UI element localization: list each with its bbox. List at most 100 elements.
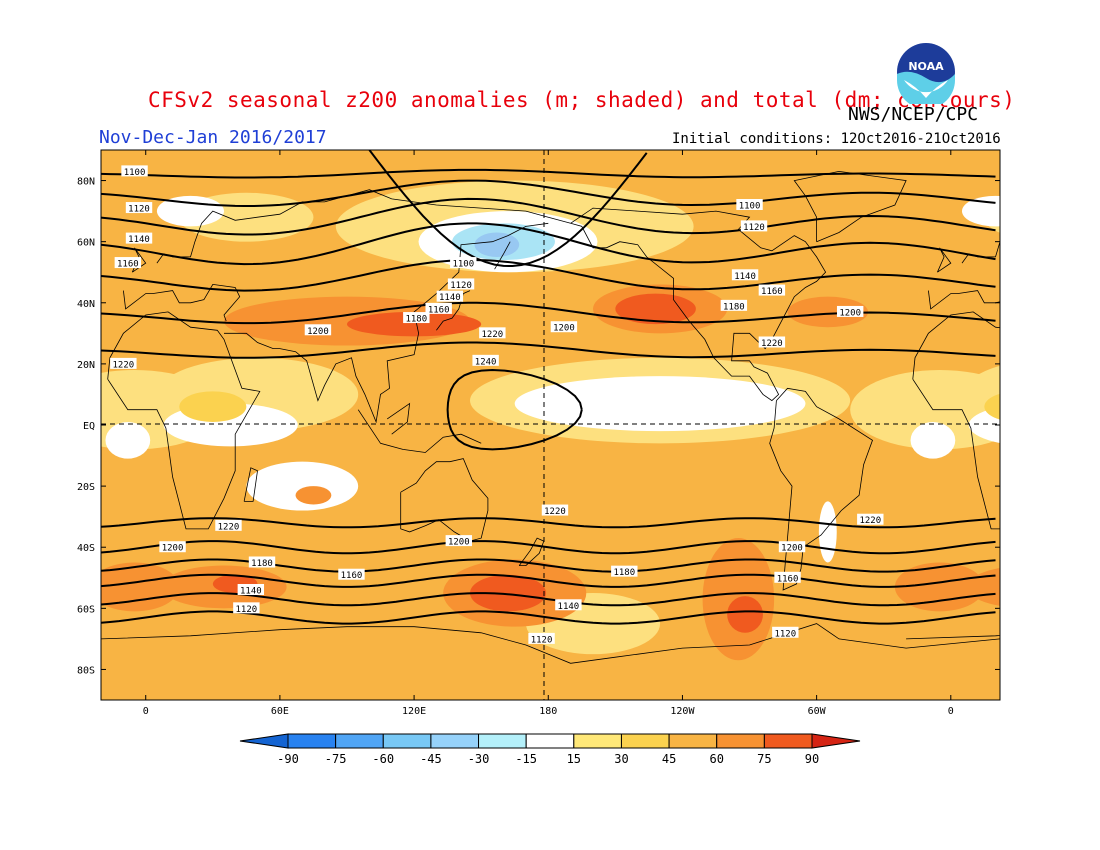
lon-tick-label: 120W xyxy=(670,706,695,717)
coastline xyxy=(436,290,471,331)
longitude-ticks: 0 60E 120E 180 120W 60W 0 xyxy=(143,150,954,717)
colorbar-box xyxy=(573,733,622,749)
colorbar-label: 45 xyxy=(662,752,676,766)
contour-label: 1120 xyxy=(125,202,153,215)
logo-text: NOAA xyxy=(908,60,944,73)
contour-label: 1200 xyxy=(550,321,578,334)
contour-label: 1140 xyxy=(436,290,464,303)
svg-text:1180: 1180 xyxy=(405,315,427,325)
contour-label: 1120 xyxy=(233,602,260,615)
svg-text:1140: 1140 xyxy=(439,293,461,303)
coastline xyxy=(107,311,261,530)
lon-tick-label: 60W xyxy=(808,706,827,717)
contour-line xyxy=(101,341,996,359)
lon-tick-label: 60E xyxy=(271,706,289,717)
coastline xyxy=(123,283,241,322)
svg-text:1200: 1200 xyxy=(553,324,575,334)
colorbar-label: -75 xyxy=(325,752,347,766)
anomaly-region xyxy=(910,421,956,459)
contour-label: 1200 xyxy=(778,541,806,554)
contour-label: 1100 xyxy=(121,165,148,178)
colorbar-extend-low xyxy=(239,733,289,749)
colorbar-box xyxy=(620,733,670,749)
anomaly-region xyxy=(961,195,1000,227)
noaa-logo: NOAA xyxy=(895,41,957,104)
contour-label: 1200 xyxy=(159,541,186,554)
svg-text:1120: 1120 xyxy=(531,635,553,645)
anomaly-region xyxy=(514,376,806,432)
contour-labels: 1100 1120 1140 1160 1220 1100 1120 1140 1160 1180… xyxy=(110,165,884,645)
svg-text:1140: 1140 xyxy=(734,272,756,282)
contour-line xyxy=(101,573,996,588)
colorbar-box xyxy=(430,733,480,749)
coastline xyxy=(101,623,1000,664)
anomaly-region xyxy=(850,370,1000,450)
colorbar-box xyxy=(716,733,765,749)
contour-label: 1120 xyxy=(447,278,475,291)
coastline xyxy=(570,207,827,402)
contour-line xyxy=(101,258,996,292)
colorbar-box xyxy=(525,733,575,749)
svg-text:1160: 1160 xyxy=(761,287,783,297)
lon-tick-label: 0 xyxy=(143,706,149,717)
contour-label: 1240 xyxy=(472,354,499,367)
svg-text:1160: 1160 xyxy=(117,260,139,270)
colorbar-label: 90 xyxy=(805,752,819,766)
contour-label: 1140 xyxy=(237,584,265,597)
svg-text:1100: 1100 xyxy=(124,168,146,178)
anomaly-region xyxy=(101,562,180,612)
lon-tick-label: 0 xyxy=(948,706,954,717)
map-title: CFSv2 seasonal z200 anomalies (m; shaded… xyxy=(148,88,1016,112)
anomaly-region xyxy=(787,296,869,328)
svg-text:1140: 1140 xyxy=(240,587,262,597)
anomaly-region xyxy=(984,201,1000,233)
svg-text:1100: 1100 xyxy=(739,202,761,212)
anomaly-region xyxy=(615,293,696,325)
colorbar-box xyxy=(763,733,813,749)
svg-text:1240: 1240 xyxy=(475,357,497,367)
colorbar-label: -90 xyxy=(277,752,299,766)
colorbar-label: 15 xyxy=(567,752,581,766)
contour-line xyxy=(101,610,996,625)
contour-line xyxy=(101,179,996,207)
svg-text:1200: 1200 xyxy=(307,327,329,337)
svg-text:1120: 1120 xyxy=(236,605,258,615)
anomaly-region xyxy=(105,421,151,459)
anomaly-region xyxy=(295,486,332,505)
lat-tick-label: 20S xyxy=(77,482,95,493)
lon-tick-label: 120E xyxy=(402,706,426,717)
colorbar-label: -30 xyxy=(468,752,490,766)
contour-label: 1120 xyxy=(528,632,555,645)
svg-text:1220: 1220 xyxy=(482,330,504,340)
colorbar-extend-high xyxy=(811,733,861,749)
contour-label: 1100 xyxy=(736,199,763,212)
colorbar-box xyxy=(335,733,384,749)
contour-line xyxy=(101,517,996,529)
contour-line xyxy=(101,222,996,266)
colorbar-label: 75 xyxy=(757,752,771,766)
anomaly-region xyxy=(966,568,1000,606)
lat-tick-label: EQ xyxy=(83,421,95,432)
coastline xyxy=(961,240,1000,264)
contour-label: 1220 xyxy=(479,327,506,340)
contour-label: 1220 xyxy=(857,513,884,526)
lon-tick-label: 180 xyxy=(539,706,557,717)
anomaly-region xyxy=(246,461,359,511)
colorbar-label: 60 xyxy=(710,752,724,766)
contour-label: 1200 xyxy=(304,324,332,337)
contour-line xyxy=(101,168,996,179)
colorbar-box xyxy=(287,733,337,749)
anomaly-region xyxy=(469,574,547,612)
lat-tick-label: 40S xyxy=(77,543,95,554)
svg-text:1200: 1200 xyxy=(448,538,470,548)
svg-text:1100: 1100 xyxy=(452,260,474,270)
contour-label: 1100 xyxy=(450,257,477,270)
coastline xyxy=(1049,468,1062,502)
lat-tick-label: 80S xyxy=(77,665,95,676)
contour-label: 1120 xyxy=(772,626,799,639)
contour-line-arctic xyxy=(368,150,648,268)
colorbar-label: 30 xyxy=(614,752,628,766)
colorbar: -90 -75 -60 -45 -30 -15 15 30 45 60 75 90 xyxy=(239,733,861,766)
coastline xyxy=(156,189,571,264)
contour-label: 1140 xyxy=(125,232,153,245)
